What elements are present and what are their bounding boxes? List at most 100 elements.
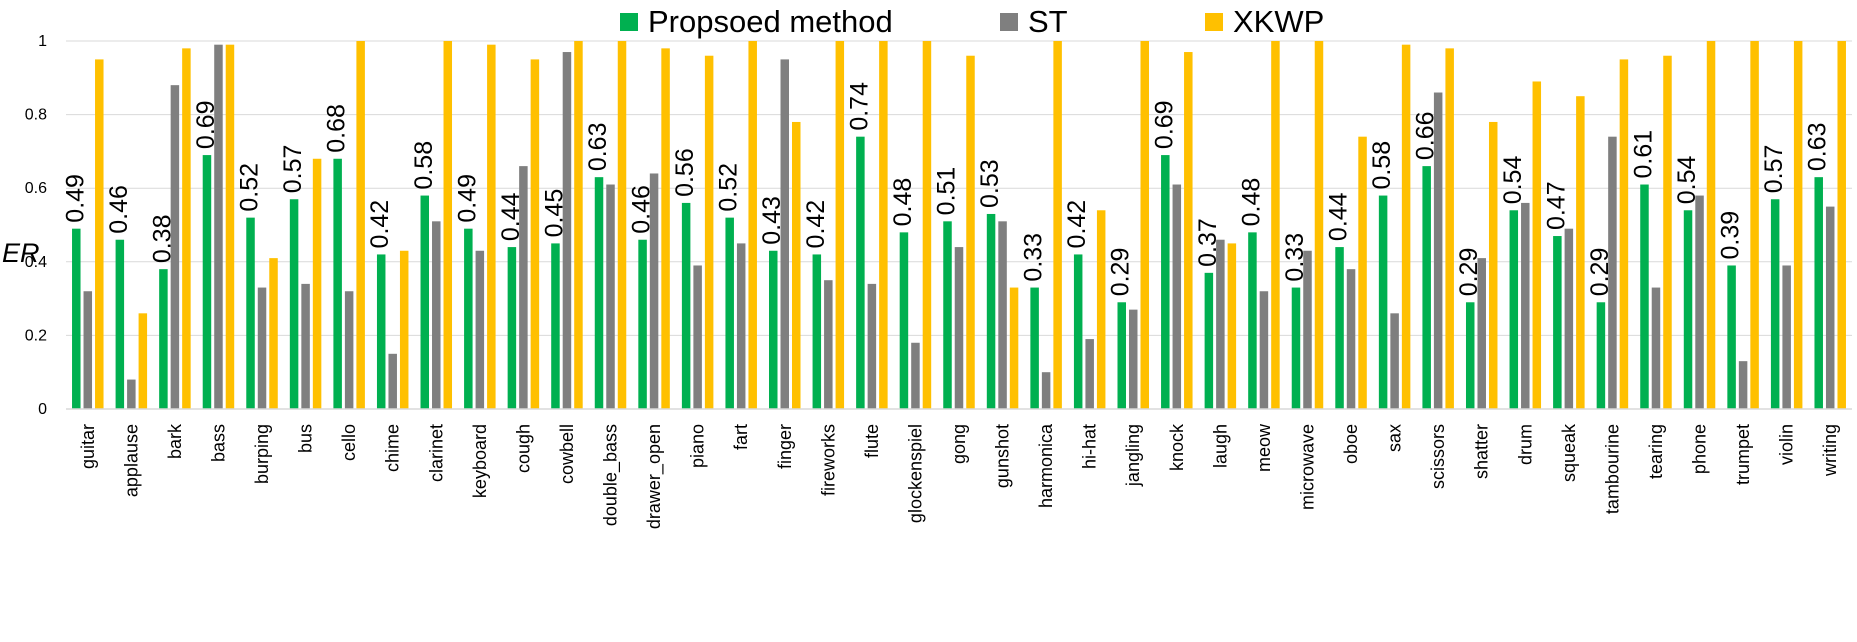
data-label-guitar: 0.49 [61, 174, 89, 223]
x-tick-label-trumpet: trumpet [1733, 424, 1753, 485]
data-label-glockenspiel: 0.48 [889, 178, 917, 227]
bar-bark-0 [159, 269, 168, 409]
x-tick-label-scissors: scissors [1428, 424, 1448, 489]
bar-double_bass-1 [606, 184, 615, 409]
x-tick-label-bass: bass [208, 424, 228, 462]
data-label-microwave: 0.33 [1281, 233, 1309, 282]
y-axis-tick-labels: 0 0.2 0.4 0.6 0.8 1 [25, 33, 47, 418]
x-tick-label-sax: sax [1385, 424, 1405, 452]
data-label-drum: 0.54 [1499, 156, 1527, 205]
data-label-clarinet: 0.58 [410, 141, 438, 190]
bar-finger-2 [792, 121, 801, 410]
data-label-cowbell: 0.45 [540, 189, 568, 238]
bar-violin-2 [1793, 41, 1803, 409]
bar-bus-2 [312, 158, 322, 409]
bar-writing-2 [1837, 41, 1846, 409]
bar-oboe-2 [1358, 136, 1367, 409]
bar-trumpet-1 [1738, 361, 1748, 409]
bar-microwave-2 [1314, 41, 1324, 409]
x-tick-label-writing: writing [1820, 424, 1840, 477]
data-label-oboe: 0.44 [1325, 192, 1353, 241]
bar-tearing-1 [1651, 287, 1661, 409]
bar-gong-1 [954, 247, 964, 409]
bar-flute-2 [879, 41, 888, 409]
bar-laugh-2 [1227, 243, 1237, 409]
bar-chime-0 [376, 254, 386, 409]
x-tick-label-drawer_open: drawer_open [644, 424, 665, 529]
bar-drawer_open-2 [661, 48, 670, 410]
data-label-knock: 0.69 [1150, 100, 1178, 149]
bar-gong-2 [966, 55, 975, 409]
bar-fireworks-2 [835, 41, 845, 409]
x-tick-label-drum: drum [1515, 424, 1535, 465]
bar-finger-0 [769, 250, 778, 409]
y-tick-label: 0 [38, 401, 47, 418]
bar-cello-2 [356, 41, 365, 409]
data-label-piano: 0.56 [671, 148, 699, 197]
x-tick-label-gong: gong [949, 424, 969, 464]
bar-fart-0 [725, 217, 734, 409]
bar-knock-2 [1184, 52, 1193, 409]
bar-glockenspiel-2 [922, 41, 932, 409]
x-tick-label-squeak: squeak [1559, 423, 1579, 482]
data-label-scissors: 0.66 [1412, 111, 1440, 160]
bar-squeak-0 [1553, 236, 1562, 409]
bar-gunshot-2 [1009, 287, 1019, 409]
data-label-flute: 0.74 [845, 82, 873, 131]
legend-label-st: ST [1028, 4, 1068, 39]
data-label-applause: 0.46 [105, 185, 133, 234]
bar-jangling-1 [1128, 309, 1138, 409]
data-label-violin: 0.57 [1760, 145, 1788, 194]
bar-drum-2 [1532, 81, 1542, 409]
bar-writing-1 [1825, 206, 1835, 409]
data-label-bark: 0.38 [148, 214, 176, 263]
bar-guitar-0 [72, 228, 81, 409]
bar-shatter-2 [1488, 121, 1498, 410]
bars [72, 41, 1846, 410]
data-label-fireworks: 0.42 [802, 200, 830, 249]
bar-hi-hat-0 [1073, 254, 1083, 409]
bar-tambourine-1 [1608, 136, 1617, 409]
y-tick-label: 0.4 [25, 254, 47, 271]
data-label-hi-hat: 0.42 [1063, 200, 1091, 249]
bar-meow-0 [1248, 232, 1257, 409]
data-label-tambourine: 0.29 [1586, 248, 1614, 297]
bar-knock-0 [1161, 155, 1170, 409]
bar-bark-2 [182, 48, 191, 410]
bar-microwave-1 [1303, 250, 1312, 409]
x-tick-label-violin: violin [1777, 424, 1797, 465]
bar-jangling-2 [1140, 41, 1149, 409]
bar-cello-1 [344, 291, 354, 409]
bar-trumpet-0 [1727, 265, 1736, 409]
bar-jangling-0 [1117, 302, 1126, 409]
bar-cowbell-2 [574, 41, 583, 409]
bar-tambourine-2 [1619, 59, 1629, 410]
bar-guitar-2 [95, 59, 104, 410]
bar-cough-2 [530, 59, 540, 410]
bar-keyboard-2 [487, 44, 496, 410]
bar-microwave-0 [1291, 287, 1301, 409]
data-label-bass: 0.69 [192, 100, 220, 149]
bar-oboe-0 [1335, 247, 1344, 409]
x-tick-label-cello: cello [339, 424, 359, 461]
bar-double_bass-0 [594, 177, 604, 409]
y-tick-label: 0.2 [25, 327, 47, 344]
bar-scissors-2 [1445, 48, 1454, 410]
bar-phone-2 [1706, 41, 1716, 409]
x-tick-label-finger: finger [775, 424, 795, 469]
bar-keyboard-1 [475, 250, 485, 409]
bar-sax-2 [1401, 44, 1411, 410]
legend-swatch-xkwp [1205, 13, 1223, 31]
data-label-laugh: 0.37 [1194, 218, 1222, 267]
data-label-fart: 0.52 [715, 163, 743, 212]
data-label-meow: 0.48 [1237, 178, 1265, 227]
bar-oboe-1 [1346, 269, 1356, 409]
bar-applause-1 [127, 379, 136, 409]
bar-applause-0 [115, 239, 125, 409]
data-labels: 0.49 0.46 0.38 0.69 0.52 0.57 0.68 0.42 0.58 0.49… [61, 82, 1831, 296]
bar-writing-0 [1814, 177, 1823, 409]
bar-finger-1 [780, 59, 790, 410]
x-tick-label-flute: flute [862, 424, 882, 458]
data-label-trumpet: 0.39 [1717, 211, 1745, 260]
bar-drum-0 [1509, 210, 1519, 409]
